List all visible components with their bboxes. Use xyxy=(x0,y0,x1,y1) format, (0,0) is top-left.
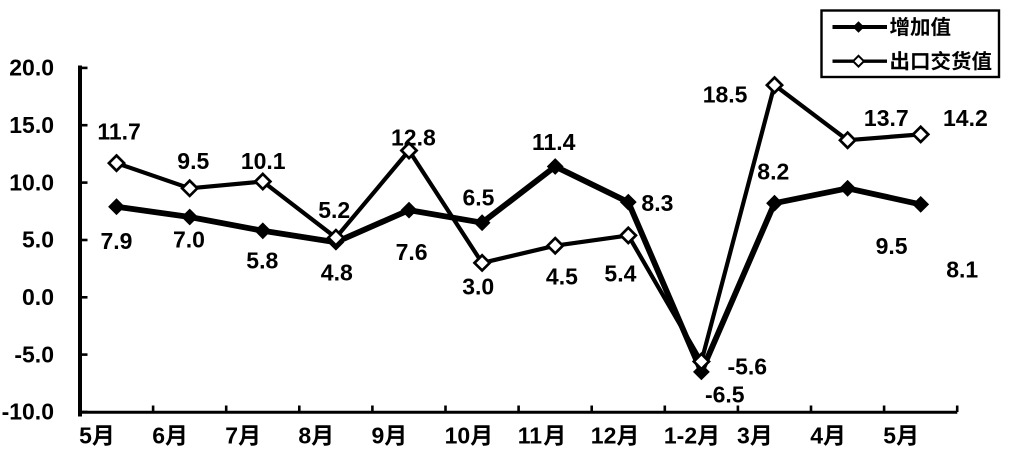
svg-text:5.4: 5.4 xyxy=(604,260,636,286)
svg-text:-5.0: -5.0 xyxy=(14,341,54,367)
svg-text:5: 5 xyxy=(79,423,92,449)
svg-text:8.2: 8.2 xyxy=(757,159,789,185)
svg-text:9: 9 xyxy=(372,423,385,449)
svg-text:7.6: 7.6 xyxy=(396,239,428,265)
svg-text:3: 3 xyxy=(737,423,750,449)
svg-text:-5.6: -5.6 xyxy=(727,353,767,379)
svg-text:11.4: 11.4 xyxy=(532,129,576,155)
svg-text:8.1: 8.1 xyxy=(946,257,978,283)
svg-text:8.3: 8.3 xyxy=(641,190,673,216)
svg-text:15.0: 15.0 xyxy=(9,112,54,138)
svg-text:5.0: 5.0 xyxy=(22,227,54,253)
svg-text:20.0: 20.0 xyxy=(9,55,54,81)
svg-text:6: 6 xyxy=(152,423,165,449)
svg-text:9.5: 9.5 xyxy=(876,233,908,259)
svg-text:5: 5 xyxy=(883,423,896,449)
svg-text:3.0: 3.0 xyxy=(462,274,494,300)
svg-text:10: 10 xyxy=(445,423,471,449)
svg-text:10.0: 10.0 xyxy=(9,169,54,195)
svg-text:5.8: 5.8 xyxy=(246,248,278,274)
svg-text:14.2: 14.2 xyxy=(943,105,988,131)
svg-text:7.0: 7.0 xyxy=(173,226,205,252)
svg-text:4: 4 xyxy=(810,423,823,449)
svg-text:6.5: 6.5 xyxy=(463,184,495,210)
svg-text:9.5: 9.5 xyxy=(177,148,209,174)
svg-text:8: 8 xyxy=(298,423,311,449)
svg-text:13.7: 13.7 xyxy=(864,105,909,131)
svg-text:7: 7 xyxy=(225,423,238,449)
svg-text:11: 11 xyxy=(518,423,543,449)
svg-text:18.5: 18.5 xyxy=(703,82,748,108)
svg-text:0.0: 0.0 xyxy=(22,284,54,310)
svg-text:4.8: 4.8 xyxy=(321,260,353,286)
svg-text:-10.0: -10.0 xyxy=(2,399,54,425)
svg-text:1-2: 1-2 xyxy=(664,423,697,449)
svg-text:12: 12 xyxy=(591,423,617,449)
svg-text:11.7: 11.7 xyxy=(97,118,141,144)
svg-text:-6.5: -6.5 xyxy=(705,382,745,408)
svg-text:4.5: 4.5 xyxy=(546,263,578,289)
svg-text:12.8: 12.8 xyxy=(391,124,436,150)
svg-text:7.9: 7.9 xyxy=(101,228,133,254)
svg-text:5.2: 5.2 xyxy=(318,197,350,223)
svg-text:10.1: 10.1 xyxy=(241,148,286,174)
